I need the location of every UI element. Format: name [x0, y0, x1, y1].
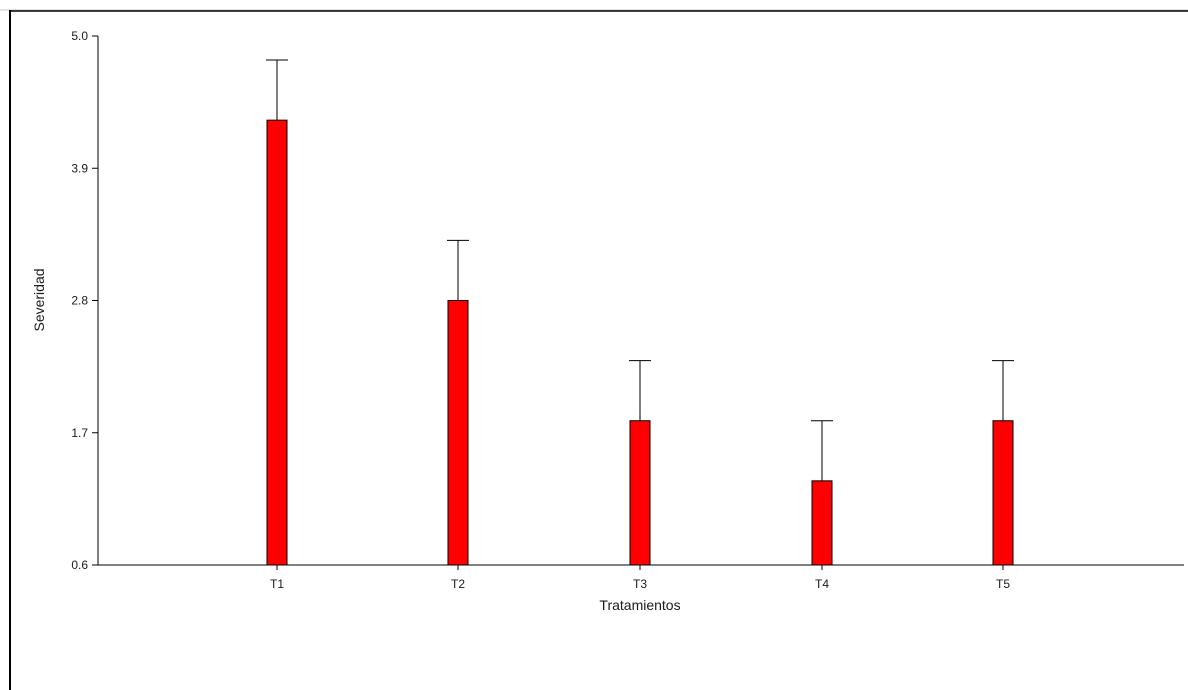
y-tick-label: 5.0 [71, 29, 88, 43]
bar-t4 [811, 480, 833, 566]
bar-t5 [992, 420, 1014, 566]
x-tick-label: T3 [633, 577, 647, 591]
bar-t2 [447, 300, 469, 566]
x-axis-title: Tratamientos [599, 597, 680, 613]
bar-t3 [629, 420, 651, 566]
x-tick-label: T2 [451, 577, 465, 591]
y-axis-ticks: 0.6 1.7 2.8 3.9 5.0 [71, 29, 98, 572]
x-tick-label: T1 [270, 577, 284, 591]
x-tick-label: T5 [996, 577, 1010, 591]
x-axis-ticks: T1 T2 T3 T4 T5 [270, 565, 1010, 591]
y-axis-title: Severidad [31, 268, 47, 331]
y-tick-label: 0.6 [71, 558, 88, 572]
y-tick-label: 2.8 [71, 294, 88, 308]
x-tick-label: T4 [815, 577, 829, 591]
y-tick-label: 1.7 [71, 426, 88, 440]
y-tick-label: 3.9 [71, 161, 88, 175]
bar-t1 [266, 119, 288, 566]
bars-group [266, 59, 1014, 566]
